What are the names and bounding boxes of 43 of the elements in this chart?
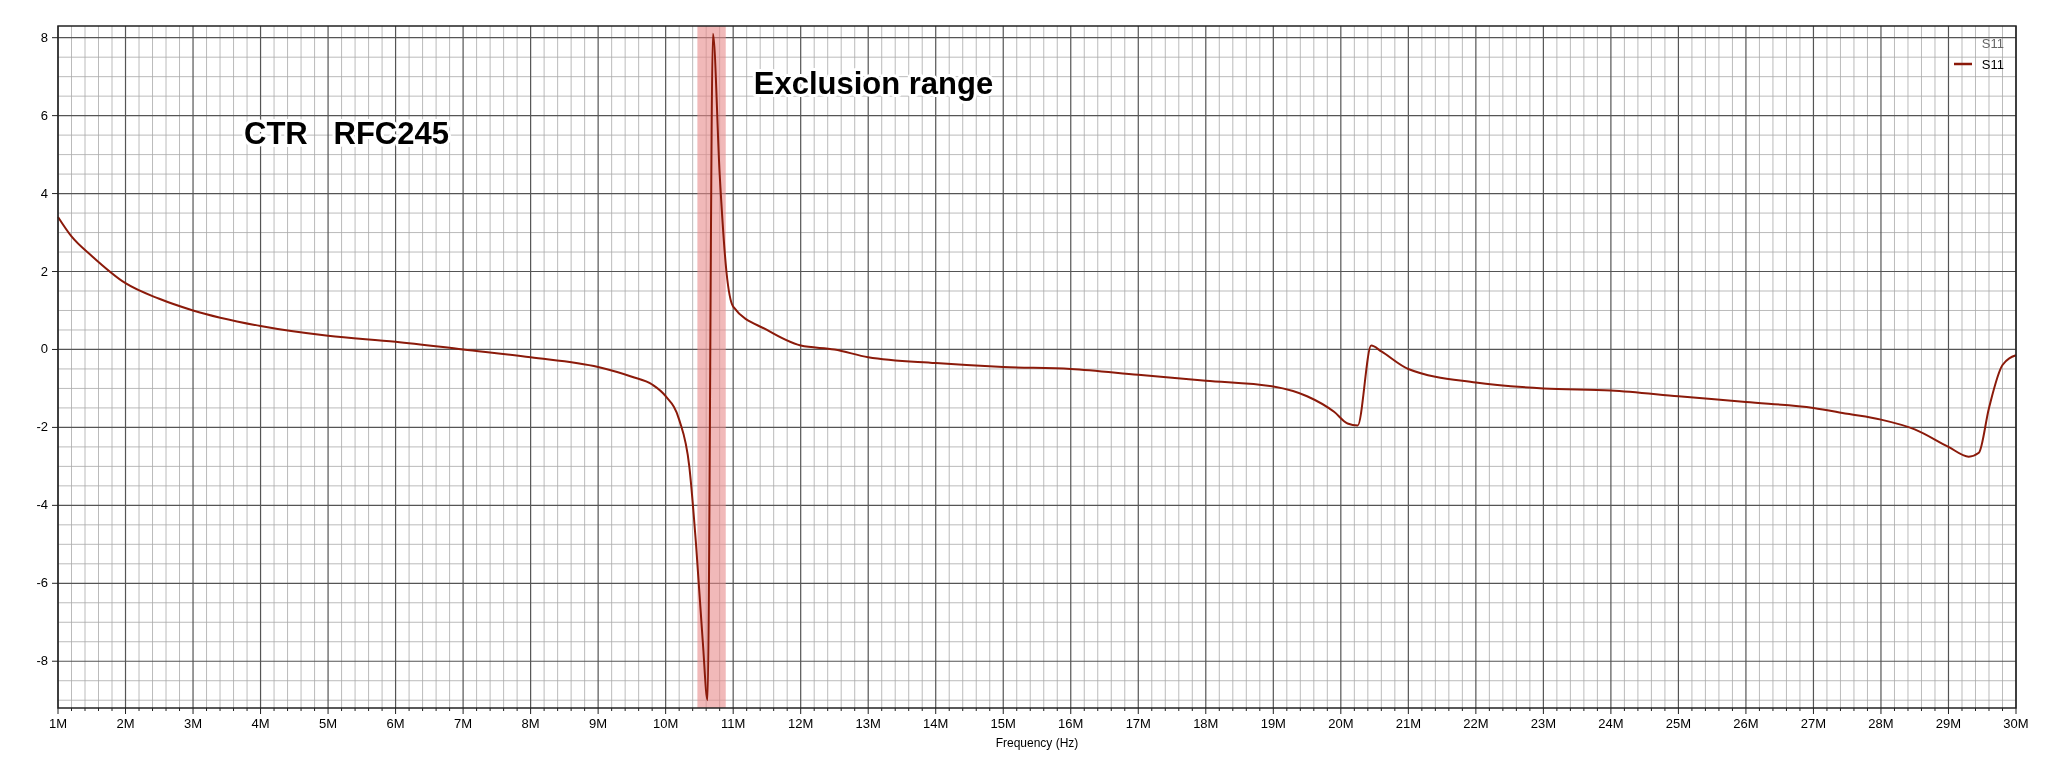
- x-tick-label: 24M: [1598, 716, 1624, 731]
- y-tick-label: 4: [40, 185, 48, 201]
- x-tick-label: 16M: [1058, 716, 1084, 731]
- y-tick-label: -2: [36, 419, 48, 435]
- x-tick-label: 27M: [1800, 716, 1827, 731]
- x-tick-label: 5M: [319, 716, 338, 731]
- y-tick-label: 8: [40, 29, 48, 45]
- y-tick-label: -8: [36, 653, 48, 669]
- x-tick-label: 2M: [116, 716, 135, 731]
- x-tick-label: 7M: [454, 716, 473, 731]
- y-tick-label: -6: [36, 575, 48, 591]
- x-tick-label: 4M: [251, 716, 270, 731]
- x-tick-label: 13M: [855, 716, 881, 731]
- x-tick-label: 12M: [788, 716, 814, 731]
- x-tick-label: 8M: [521, 716, 540, 731]
- x-tick-label: 22M: [1463, 716, 1489, 731]
- x-tick-label: 30M: [2003, 716, 2029, 731]
- x-tick-label: 29M: [1935, 716, 1962, 731]
- y-tick-label: 2: [40, 263, 48, 279]
- x-tick-label: 10M: [653, 716, 679, 731]
- x-tick-label: 11M: [721, 716, 746, 731]
- x-tick-label: 15M: [990, 716, 1016, 731]
- x-tick-label: 21M: [1395, 716, 1421, 731]
- line-series: [57, 32, 2017, 702]
- x-axis-title: Frequency (Hz): [995, 736, 1079, 750]
- x-tick-label: 20M: [1328, 716, 1354, 731]
- x-tick-label: 1M: [48, 716, 68, 731]
- x-tick-label: 17M: [1125, 716, 1151, 731]
- x-tick-label: 28M: [1868, 716, 1894, 731]
- x-tick-label: 23M: [1530, 716, 1557, 731]
- x-tick-label: 14M: [923, 716, 949, 731]
- y-tick-label: 6: [40, 107, 48, 123]
- x-tick-label: 3M: [184, 716, 203, 731]
- legend-title: S11: [1981, 36, 2004, 51]
- legend-label: S11: [1981, 57, 2004, 72]
- y-tick-label: 0: [40, 341, 48, 357]
- x-tick-label: 9M: [589, 716, 608, 731]
- y-tick-label: -4: [36, 497, 48, 513]
- x-tick-label: 25M: [1665, 716, 1692, 731]
- x-tick-label: 6M: [386, 716, 405, 731]
- x-tick-label: 19M: [1260, 716, 1286, 731]
- x-tick-label: 18M: [1193, 716, 1219, 731]
- x-tick-label: 26M: [1733, 716, 1759, 731]
